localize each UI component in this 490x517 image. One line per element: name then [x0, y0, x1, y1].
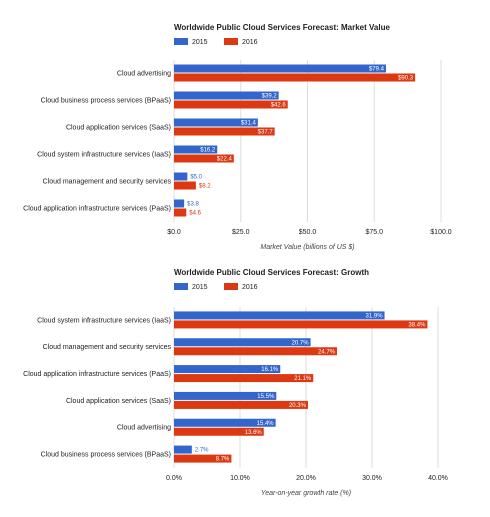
y-tick-label: Cloud business process services (BPaaS) — [41, 451, 171, 458]
legend-swatch — [174, 283, 188, 290]
x-tick-label: $50.0 — [299, 229, 317, 236]
bar — [174, 145, 218, 154]
value-label: $39.2 — [262, 94, 278, 100]
bar — [174, 181, 196, 190]
x-tick-label: 10.0% — [230, 475, 250, 482]
bar — [174, 172, 188, 181]
y-tick-label: Cloud system infrastructure services (Ia… — [37, 317, 171, 324]
bar — [174, 118, 258, 127]
value-label: $37.7 — [258, 130, 274, 136]
bar — [174, 418, 276, 427]
legend-swatch — [224, 38, 238, 45]
value-label: 15.5% — [257, 394, 275, 400]
y-tick-label: Cloud application infrastructure service… — [23, 205, 171, 212]
x-tick-label: $25.0 — [232, 229, 250, 236]
legend-label: 2016 — [242, 284, 258, 291]
value-label: $79.4 — [369, 67, 385, 73]
value-label: 31.9% — [366, 313, 384, 319]
bar — [174, 100, 288, 109]
value-label: 8.7% — [216, 457, 230, 463]
bar — [174, 347, 338, 356]
bar — [174, 73, 416, 82]
value-label: $31.4 — [241, 121, 257, 127]
bar — [174, 391, 277, 400]
legend-swatch — [174, 38, 188, 45]
bar — [174, 311, 385, 320]
legend-label: 2015 — [192, 284, 208, 291]
bar — [174, 208, 187, 217]
bar — [174, 454, 232, 463]
x-tick-label: 0.0% — [166, 475, 182, 482]
y-tick-label: Cloud management and security services — [43, 344, 172, 351]
bar — [174, 365, 281, 374]
value-label: $3.8 — [187, 202, 199, 208]
y-tick-label: Cloud management and security services — [43, 178, 172, 185]
y-tick-label: Cloud application services (SaaS) — [66, 124, 171, 131]
x-axis-title: Year-on-year growth rate (%) — [261, 490, 351, 497]
y-tick-label: Cloud business process services (BPaaS) — [41, 97, 171, 104]
bar — [174, 64, 386, 73]
y-tick-label: Cloud advertising — [117, 70, 171, 77]
bar — [174, 127, 275, 136]
y-tick-label: Cloud advertising — [117, 425, 171, 432]
chart-title: Worldwide Public Cloud Services Forecast… — [174, 268, 369, 277]
y-tick-label: Cloud system infrastructure services (Ia… — [37, 151, 171, 158]
value-label: $8.2 — [199, 184, 211, 190]
y-tick-label: Cloud application services (SaaS) — [66, 398, 171, 405]
x-tick-label: 30.0% — [362, 475, 382, 482]
value-label: 20.3% — [289, 403, 307, 409]
bar — [174, 374, 314, 383]
legend-swatch — [224, 283, 238, 290]
bar — [174, 445, 192, 454]
bar — [174, 427, 264, 436]
x-tick-label: 40.0% — [428, 475, 448, 482]
bar — [174, 91, 279, 100]
bar — [174, 154, 234, 163]
bar — [174, 400, 308, 409]
x-tick-label: $100.0 — [430, 229, 452, 236]
legend-label: 2016 — [242, 39, 258, 46]
x-tick-label: 20.0% — [296, 475, 316, 482]
chart-title: Worldwide Public Cloud Services Forecast… — [174, 23, 390, 32]
x-tick-label: $0.0 — [167, 229, 181, 236]
value-label: $5.0 — [190, 175, 202, 181]
x-tick-label: $75.0 — [365, 229, 383, 236]
bar — [174, 338, 311, 347]
value-label: 24.7% — [318, 349, 336, 355]
x-axis-title: Market Value (billions of US $) — [260, 244, 354, 251]
legend-label: 2015 — [192, 39, 208, 46]
value-label: 38.4% — [408, 322, 426, 328]
value-label: 16.1% — [261, 367, 279, 373]
bar — [174, 320, 428, 329]
bar — [174, 199, 185, 208]
value-label: 13.6% — [245, 430, 263, 436]
value-label: $4.6 — [189, 211, 201, 217]
value-label: 15.4% — [257, 421, 275, 427]
y-tick-label: Cloud application infrastructure service… — [23, 371, 171, 378]
value-label: 2.7% — [195, 448, 209, 454]
value-label: $22.4 — [217, 157, 233, 163]
value-label: $42.6 — [271, 103, 287, 109]
value-label: 21.1% — [294, 376, 312, 382]
value-label: $16.2 — [200, 148, 216, 154]
value-label: $90.3 — [398, 76, 414, 82]
value-label: 20.7% — [292, 340, 310, 346]
